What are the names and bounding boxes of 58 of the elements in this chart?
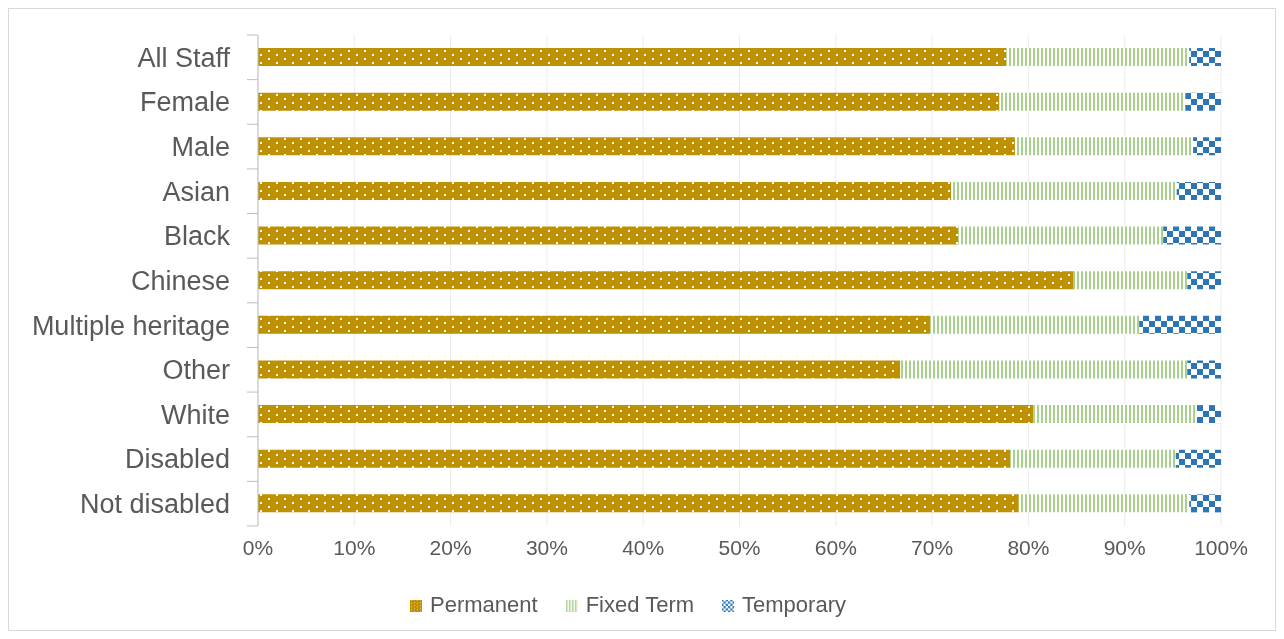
- y-tick-label: Asian: [162, 176, 230, 207]
- y-tick-label: Female: [139, 87, 230, 118]
- bar: [958, 226, 1164, 245]
- legend-label: Temporary: [742, 592, 846, 617]
- x-tick-label: 40%: [622, 535, 665, 559]
- bar: [1073, 271, 1188, 290]
- y-tick-label: Chinese: [130, 265, 230, 296]
- x-tick-label: 10%: [333, 535, 376, 559]
- bar: [900, 360, 1188, 379]
- bar: [1187, 271, 1221, 290]
- bar: [258, 494, 1019, 513]
- bar: [1187, 360, 1221, 379]
- bar: [258, 449, 1011, 468]
- legend-label: Permanent: [430, 592, 538, 617]
- y-tick-label: Black: [163, 221, 231, 252]
- bar: [1139, 315, 1221, 334]
- y-tick-label: White: [160, 399, 230, 430]
- bar: [258, 360, 901, 379]
- x-tick-label: 90%: [1103, 535, 1146, 559]
- bar: [258, 315, 931, 334]
- bar: [1163, 226, 1221, 245]
- x-tick-label: 20%: [429, 535, 472, 559]
- x-tick-label: 0%: [242, 535, 274, 559]
- x-tick-label: 80%: [1007, 535, 1050, 559]
- bar: [1193, 137, 1221, 156]
- bar: [1175, 449, 1221, 468]
- legend-label: Fixed Term: [585, 592, 695, 617]
- bar: [1010, 449, 1176, 468]
- bar: [1189, 494, 1221, 513]
- y-tick-label: Male: [171, 132, 230, 163]
- bar: [1185, 92, 1221, 111]
- bar: [951, 181, 1177, 200]
- bar: [930, 315, 1140, 334]
- bar: [999, 92, 1186, 111]
- y-tick-label: Multiple heritage: [31, 310, 230, 341]
- bar: [258, 48, 1007, 66]
- y-tick-label: All Staff: [137, 42, 231, 73]
- bar: [1176, 181, 1221, 200]
- bar: [1018, 494, 1190, 513]
- bar: [258, 137, 1015, 156]
- bar: [1196, 405, 1221, 424]
- x-tick-label: 70%: [911, 535, 954, 559]
- y-tick-label: Disabled: [124, 444, 230, 475]
- x-tick-label: 100%: [1194, 535, 1248, 559]
- bar: [1014, 137, 1194, 156]
- bar: [1006, 48, 1190, 66]
- y-tick-label: Not disabled: [79, 489, 230, 520]
- bar: [1189, 48, 1221, 66]
- bar: [1033, 405, 1197, 424]
- bar: [258, 226, 959, 245]
- x-tick-label: 50%: [718, 535, 761, 559]
- bar: [258, 181, 952, 200]
- x-tick-label: 30%: [525, 535, 568, 559]
- bar: [258, 405, 1034, 424]
- y-tick-label: Other: [162, 355, 230, 386]
- bar: [258, 271, 1074, 290]
- bar: [258, 92, 1000, 111]
- x-tick-label: 60%: [814, 535, 857, 559]
